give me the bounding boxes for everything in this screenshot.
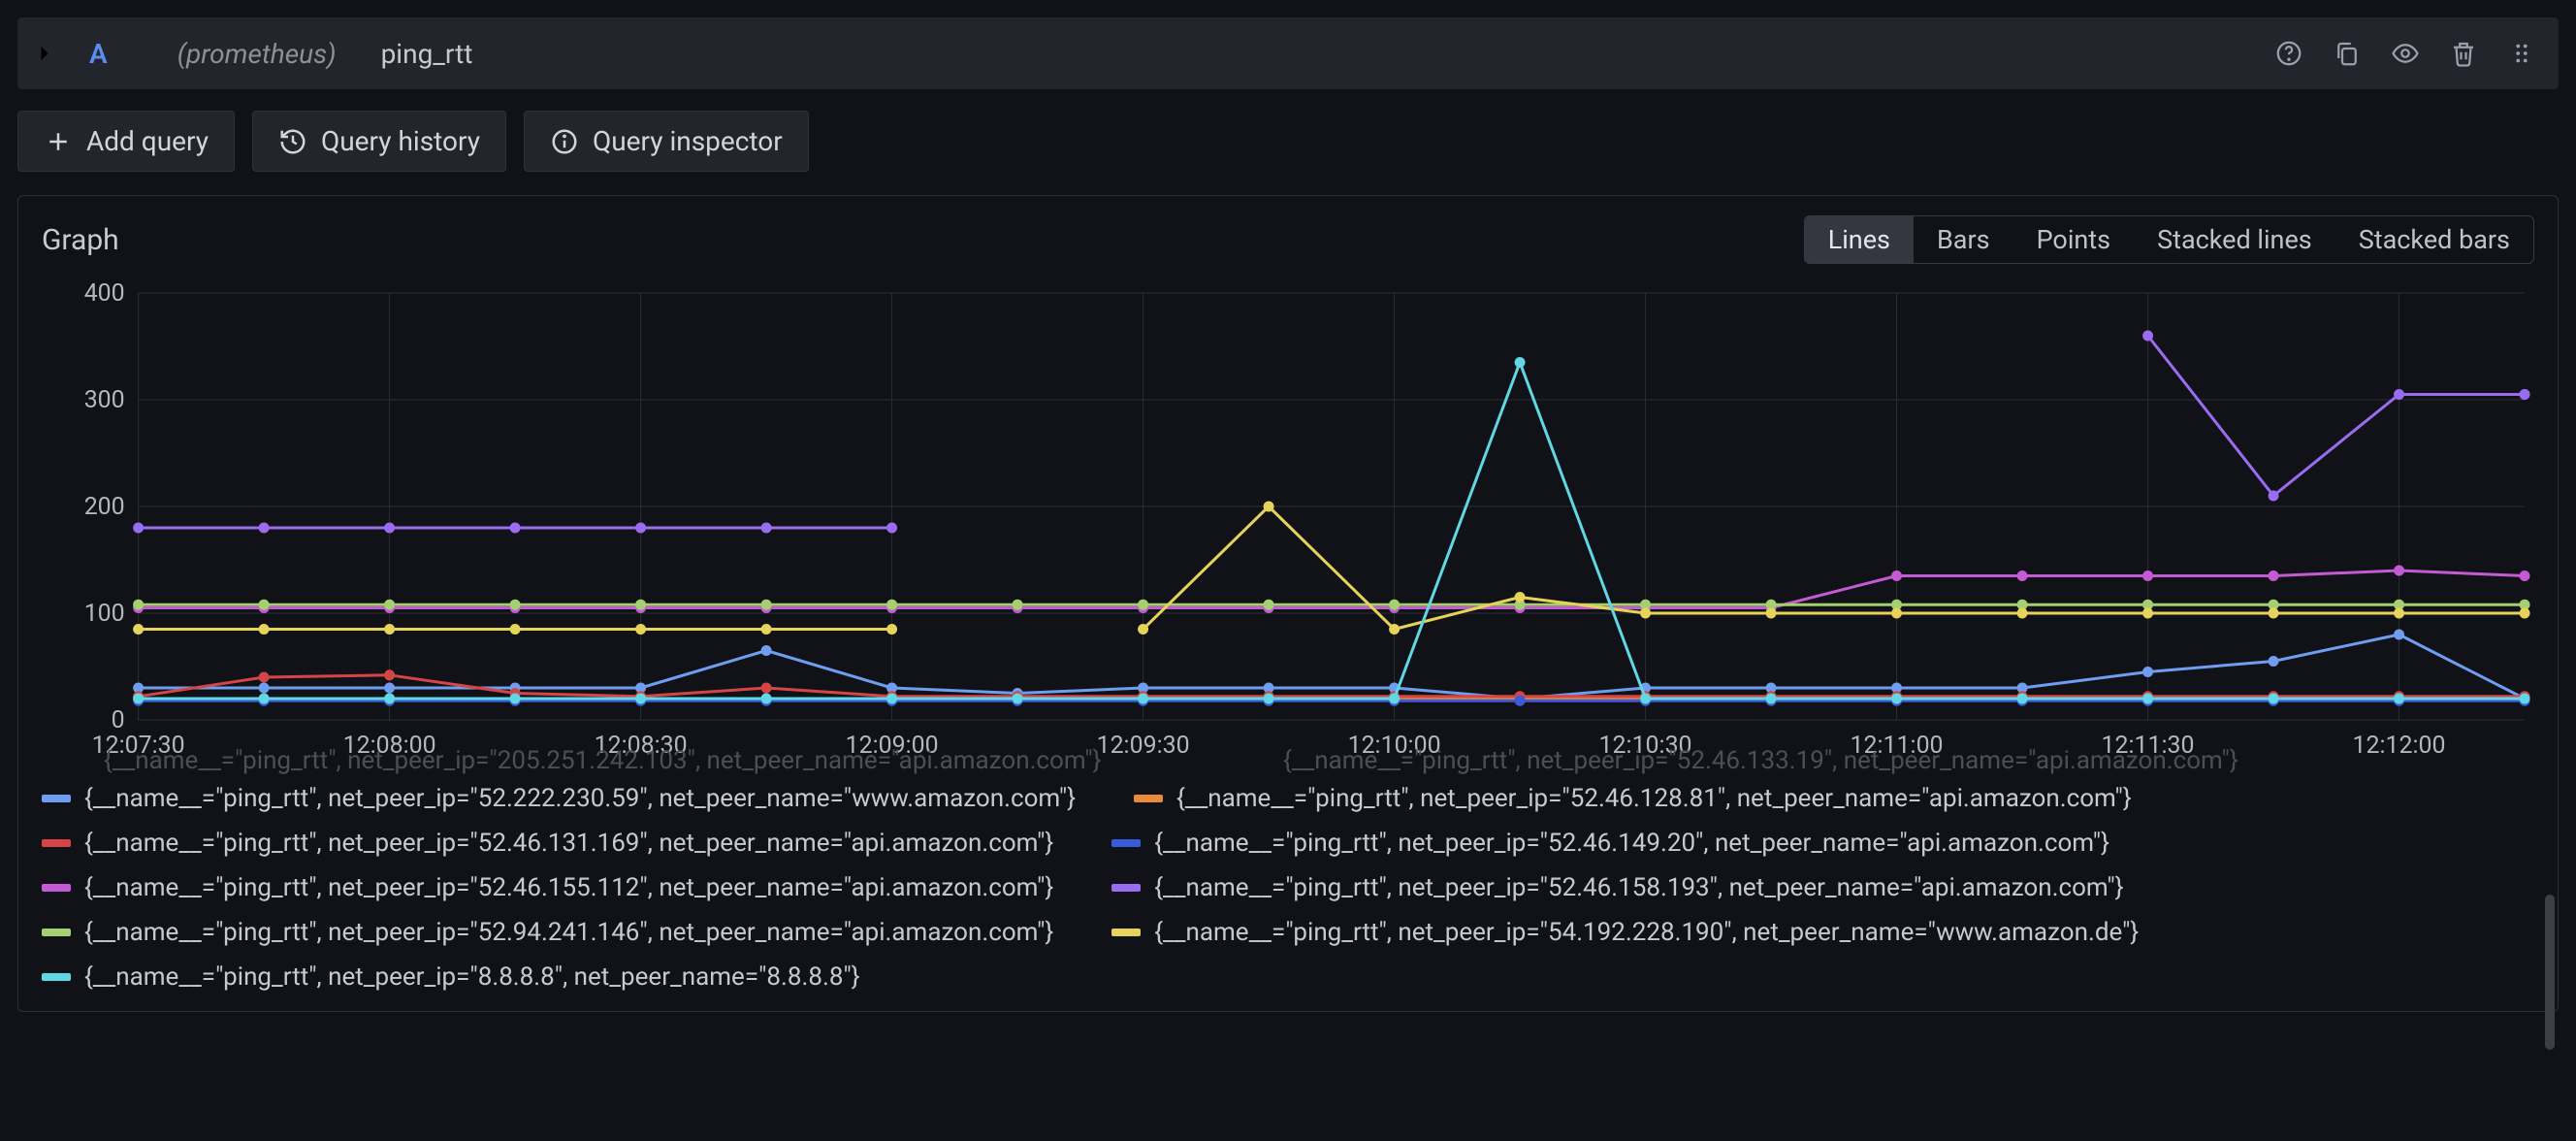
legend-swatch	[1111, 929, 1141, 936]
legend-item[interactable]: {__name__="ping_rtt", net_peer_ip="52.46…	[1134, 784, 2132, 813]
legend-label: {__name__="ping_rtt", net_peer_ip="54.19…	[1154, 918, 2139, 947]
svg-text:400: 400	[84, 279, 125, 308]
legend-item[interactable]: {__name__="ping_rtt", net_peer_ip="52.46…	[42, 829, 1053, 858]
info-icon	[550, 127, 579, 156]
legend-label: {__name__="ping_rtt", net_peer_ip="52.46…	[84, 873, 1053, 902]
drag-handle-icon[interactable]	[2502, 34, 2541, 73]
viz-mode-tabs: LinesBarsPointsStacked linesStacked bars	[1804, 215, 2534, 264]
query-inspector-label: Query inspector	[593, 125, 783, 157]
legend-swatch	[1111, 884, 1141, 892]
plus-icon	[44, 127, 73, 156]
legend-label: {__name__="ping_rtt", net_peer_ip="52.94…	[84, 918, 1053, 947]
add-query-button[interactable]: Add query	[17, 111, 235, 172]
query-history-button[interactable]: Query history	[252, 111, 506, 172]
legend-item[interactable]: {__name__="ping_rtt", net_peer_ip="8.8.8…	[42, 962, 860, 992]
legend-item[interactable]: {__name__="ping_rtt", net_peer_ip="52.22…	[42, 784, 1076, 813]
graph-panel: Graph LinesBarsPointsStacked linesStacke…	[17, 195, 2559, 1012]
legend-item[interactable]: {__name__="ping_rtt", net_peer_ip="52.94…	[42, 918, 1053, 947]
legend-label: {__name__="ping_rtt", net_peer_ip="52.46…	[84, 829, 1053, 858]
scrollbar-thumb[interactable]	[2545, 895, 2555, 1050]
legend-item[interactable]: {__name__="ping_rtt", net_peer_ip="52.46…	[1111, 829, 2109, 858]
legend-item[interactable]: {__name__="ping_rtt", net_peer_ip="52.46…	[1111, 873, 2123, 902]
legend-item[interactable]: {__name__="ping_rtt", net_peer_ip="54.19…	[1111, 918, 2139, 947]
svg-text:300: 300	[84, 386, 125, 414]
viz-tab-bars[interactable]: Bars	[1914, 216, 2013, 263]
legend-swatch	[42, 839, 71, 847]
query-toolbar: Add query Query history Query inspector	[17, 111, 2559, 172]
legend-item[interactable]: {__name__="ping_rtt", net_peer_ip="52.46…	[42, 873, 1053, 902]
svg-text:12:12:00: 12:12:00	[2353, 732, 2446, 760]
viz-tab-points[interactable]: Points	[2013, 216, 2135, 263]
svg-text:0: 0	[112, 706, 125, 734]
query-metric[interactable]: ping_rtt	[381, 38, 473, 70]
chart-area[interactable]: 010020030040012:07:3012:08:0012:08:3012:…	[42, 274, 2534, 774]
viz-tab-lines[interactable]: Lines	[1805, 216, 1914, 263]
legend-swatch	[42, 795, 71, 802]
legend-item-truncated: {__name__="ping_rtt", net_peer_ip="205.2…	[104, 746, 1171, 775]
panel-title: Graph	[42, 223, 119, 257]
toggle-visibility-icon[interactable]	[2386, 34, 2425, 73]
legend-label: {__name__="ping_rtt", net_peer_ip="52.22…	[84, 784, 1076, 813]
duplicate-query-icon[interactable]	[2328, 34, 2367, 73]
legend-label: {__name__="ping_rtt", net_peer_ip="8.8.8…	[84, 962, 860, 992]
query-letter[interactable]: A	[78, 38, 119, 70]
add-query-label: Add query	[86, 125, 209, 157]
query-history-label: Query history	[321, 125, 480, 157]
viz-tab-stacked-bars[interactable]: Stacked bars	[2335, 216, 2533, 263]
legend-swatch	[1111, 839, 1141, 847]
legend-item-truncated: {__name__="ping_rtt", net_peer_ip="52.46…	[1283, 746, 2350, 775]
viz-tab-stacked-lines[interactable]: Stacked lines	[2134, 216, 2335, 263]
history-icon	[278, 127, 307, 156]
legend-swatch	[42, 973, 71, 981]
legend-label: {__name__="ping_rtt", net_peer_ip="52.46…	[1154, 829, 2109, 858]
legend-label: {__name__="ping_rtt", net_peer_ip="52.46…	[1176, 784, 2132, 813]
legend-swatch	[42, 929, 71, 936]
delete-query-icon[interactable]	[2444, 34, 2483, 73]
expand-query-icon[interactable]	[31, 40, 58, 67]
query-inspector-button[interactable]: Query inspector	[524, 111, 809, 172]
chart-legend: {__name__="ping_rtt", net_peer_ip="52.22…	[42, 784, 2534, 992]
svg-text:100: 100	[84, 600, 125, 628]
legend-label: {__name__="ping_rtt", net_peer_ip="52.46…	[1154, 873, 2123, 902]
query-row: A (prometheus) ping_rtt	[17, 17, 2559, 89]
legend-swatch	[42, 884, 71, 892]
legend-swatch	[1134, 795, 1163, 802]
help-icon[interactable]	[2270, 34, 2308, 73]
datasource-label: (prometheus)	[177, 38, 337, 70]
svg-text:200: 200	[84, 493, 125, 521]
